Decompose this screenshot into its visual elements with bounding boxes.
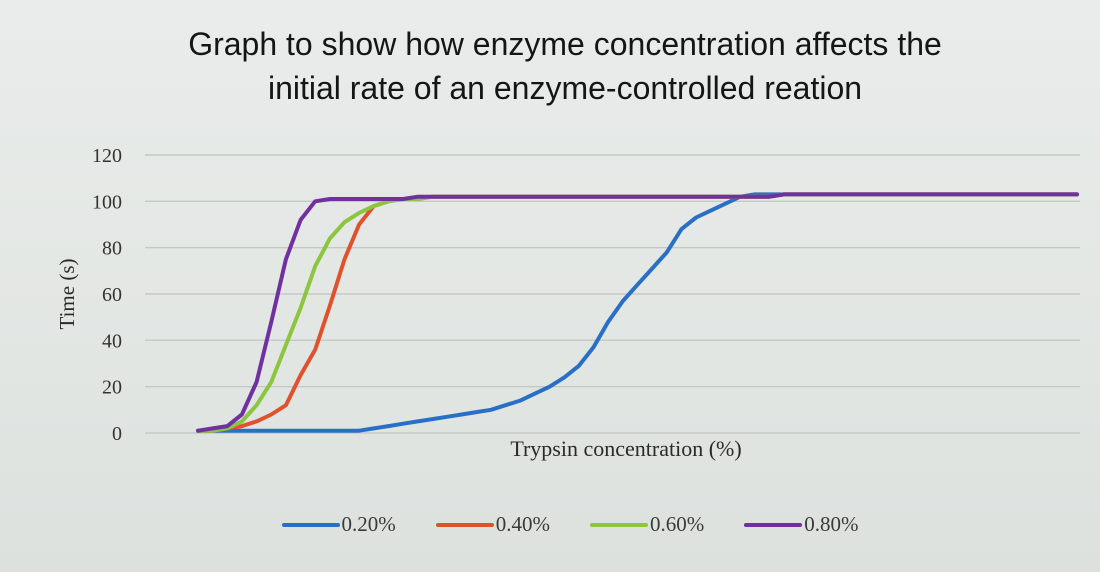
series-line-4 (196, 192, 1079, 433)
series-line-2 (196, 192, 1079, 433)
y-tick-label-120: 120 (92, 145, 122, 167)
legend-item-4: 0.80% (744, 512, 859, 537)
y-tick-label-100: 100 (92, 191, 122, 213)
legend-item-3: 0.60% (590, 512, 704, 537)
chart-legend: 0.20% 0.40% 0.60% 0.80% (0, 512, 1100, 537)
legend-label-1: 0.20% (341, 512, 396, 536)
chart-title: Graph to show how enzyme concentration a… (0, 22, 1100, 110)
chart-title-line-1: Graph to show how enzyme concentration a… (188, 26, 942, 62)
series-line-3 (196, 192, 1079, 433)
legend-swatch-1 (281, 522, 340, 527)
series-line-1 (196, 192, 1079, 433)
legend-label-2: 0.40% (495, 512, 550, 536)
y-axis-label: Time (s) (55, 259, 79, 330)
y-tick-label-0: 0 (112, 423, 122, 445)
legend-label-4: 0.80% (804, 512, 859, 536)
y-tick-label-20: 20 (102, 377, 122, 399)
legend-swatch-2 (435, 522, 494, 527)
series-lines (196, 192, 1079, 433)
chart-title-line-2: initial rate of an enzyme-controlled rea… (267, 70, 863, 106)
legend-item-2: 0.40% (435, 512, 550, 537)
legend-item-1: 0.20% (281, 512, 396, 537)
legend-swatch-4 (744, 522, 803, 527)
y-tick-label-40: 40 (102, 330, 122, 352)
x-axis-label: Trypsin concentration (%) (510, 436, 741, 461)
gridlines (145, 154, 1080, 434)
y-tick-label-60: 60 (102, 284, 122, 306)
y-tick-label-80: 80 (102, 238, 122, 260)
legend-label-3: 0.60% (650, 512, 705, 536)
legend-swatch-3 (590, 522, 648, 527)
y-axis-ticks: 0 20 40 60 80 100 120 (92, 145, 122, 445)
